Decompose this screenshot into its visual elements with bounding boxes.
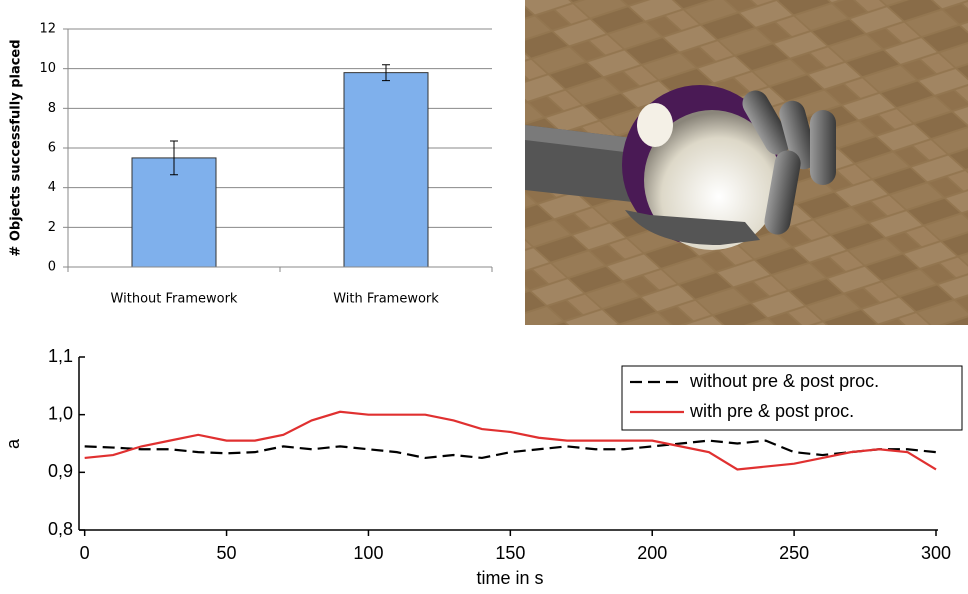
y-tick-label: 6 — [48, 141, 56, 156]
x-tick-label: 300 — [921, 543, 951, 563]
page: {"chart_data": [ {"type": "bar", "ylabel… — [0, 0, 968, 594]
y-tick-label: 1,0 — [48, 403, 73, 423]
y-tick-label: 0 — [48, 260, 56, 275]
bar — [344, 73, 428, 267]
y-tick-label: 1,1 — [48, 346, 73, 366]
y-tick-label: 12 — [39, 22, 56, 37]
x-tick-label: 50 — [217, 543, 237, 563]
legend-label: without pre & post proc. — [689, 371, 879, 391]
y-axis-label: # Objects successfully placed — [9, 39, 24, 256]
x-tick-label: 200 — [637, 543, 667, 563]
series-line — [85, 441, 936, 458]
y-tick-label: 8 — [48, 101, 56, 116]
y-tick-label: 10 — [39, 61, 56, 76]
y-tick-label: 2 — [48, 220, 56, 235]
x-tick-label: Without Framework — [111, 292, 238, 307]
x-tick-label: 250 — [779, 543, 809, 563]
legend-label: with pre & post proc. — [689, 401, 854, 421]
figure: # Objects successfully placed 0 2 4 6 8 10 12 W… — [0, 0, 968, 594]
x-tick-label: With Framework — [333, 292, 439, 307]
y-tick-label: 0,8 — [48, 519, 73, 539]
x-tick-label: 0 — [80, 543, 90, 563]
y-tick-label: 0,9 — [48, 461, 73, 481]
y-tick-label: 4 — [48, 180, 56, 195]
x-tick-label: 150 — [495, 543, 525, 563]
line-chart: time in s a 0,8 0,9 1,0 1,1 0 50 100 150 200 250 3… — [3, 346, 962, 588]
robot-hand-image — [525, 0, 968, 325]
x-axis-label: time in s — [476, 568, 543, 588]
bar-chart: # Objects successfully placed 0 2 4 6 8 10 12 W… — [9, 22, 493, 307]
x-tick-label: 100 — [353, 543, 383, 563]
y-axis-label: a — [3, 438, 23, 449]
